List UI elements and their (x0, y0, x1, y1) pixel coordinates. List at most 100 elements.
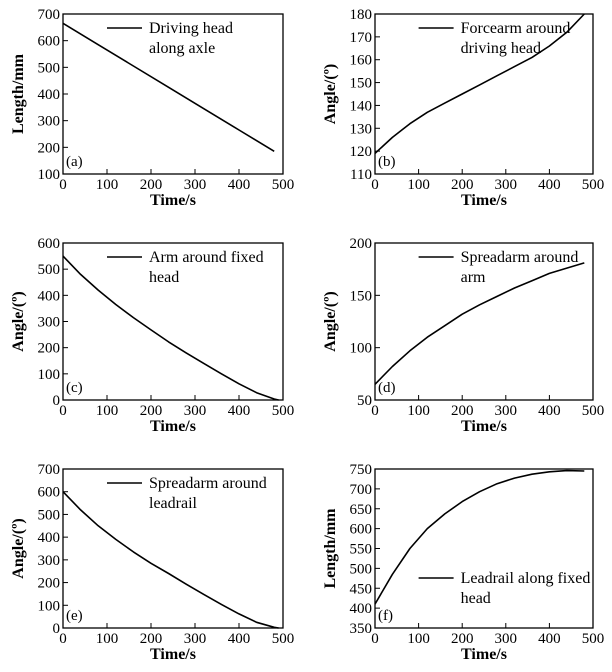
y-tick-label: 450 (350, 581, 373, 597)
x-tick-label: 200 (140, 631, 163, 647)
y-tick-label: 600 (38, 485, 61, 501)
y-tick-label: 180 (350, 7, 373, 23)
y-tick-label: 500 (38, 507, 61, 523)
x-axis-title: Time/s (150, 646, 196, 663)
y-tick-label: 200 (38, 341, 61, 357)
x-axis-title: Time/s (461, 192, 507, 209)
plot-frame (62, 242, 284, 401)
x-tick-label: 0 (371, 403, 379, 419)
panel-tag: (b) (378, 154, 396, 170)
y-axis-title: Angle/(º) (10, 291, 27, 351)
y-tick-label: 750 (350, 462, 373, 478)
plot-frame (374, 242, 594, 401)
x-tick-label: 300 (495, 177, 518, 193)
y-tick-label: 0 (53, 621, 61, 637)
y-tick-label: 100 (350, 341, 373, 357)
chart-panel-1: 0 100 200 300 400 500100200300400500600700Tim… (10, 7, 294, 209)
x-tick-label: 0 (371, 177, 379, 193)
y-tick-label: 170 (350, 30, 373, 46)
x-axis-title: Time/s (150, 418, 196, 435)
x-tick-label: 100 (96, 177, 119, 193)
chart-panel-6: 0 100 200 300 400 500 350 400 450 500 550 600 650 700… (322, 462, 604, 663)
series-line-1 (62, 255, 279, 401)
x-tick-label: 200 (140, 403, 163, 419)
x-tick-label: 400 (538, 403, 561, 419)
x-tick-label: 100 (407, 177, 430, 193)
series-line-1 (62, 491, 279, 629)
y-tick-label: 100 (38, 167, 61, 183)
y-tick-label: 400 (350, 601, 373, 617)
x-tick-label: 400 (538, 631, 561, 647)
y-tick-label: 500 (38, 262, 61, 278)
legend-entry-line-2: head (461, 590, 491, 607)
panel-tag: (e) (66, 608, 83, 624)
y-axis-title: Length/mm (322, 508, 339, 589)
y-tick-label: 50 (357, 393, 372, 409)
legend-entry-line-2: leadrail (149, 495, 198, 512)
legend-entry-line-1: Spreadarm around (149, 475, 267, 492)
chart-panel-3: 0 100 200 300 400 500 0 100 200 300 400 500 600 Time/… (10, 236, 294, 435)
y-tick-label: 200 (350, 236, 373, 252)
y-tick-label: 400 (38, 288, 61, 304)
x-tick-label: 500 (582, 177, 605, 193)
x-tick-label: 500 (272, 177, 295, 193)
chart-panel-4: 0 100 200 300 400 50050100150200Time/sAngle/(… (322, 236, 604, 435)
y-tick-label: 500 (350, 561, 373, 577)
y-tick-label: 600 (38, 34, 61, 50)
y-tick-label: 200 (38, 576, 61, 592)
y-tick-label: 120 (350, 144, 373, 160)
series-line-1 (374, 262, 585, 385)
y-axis-title: Length/mm (10, 53, 27, 134)
x-tick-label: 500 (582, 403, 605, 419)
plot-frame (62, 13, 284, 175)
legend-entry-line-1: Spreadarm around (461, 249, 579, 266)
y-tick-label: 700 (38, 462, 61, 478)
y-tick-label: 0 (53, 393, 61, 409)
series-line-1 (374, 13, 585, 154)
y-tick-label: 300 (38, 553, 61, 569)
x-tick-label: 300 (495, 403, 518, 419)
x-tick-label: 400 (228, 631, 251, 647)
y-tick-label: 400 (38, 530, 61, 546)
panel-tag: (f) (378, 608, 393, 624)
x-tick-label: 0 (371, 631, 379, 647)
legend-entry-line-1: Forcearm around (461, 20, 571, 37)
x-tick-label: 0 (59, 403, 67, 419)
y-tick-label: 300 (38, 315, 61, 331)
x-tick-label: 0 (59, 631, 67, 647)
y-tick-label: 140 (350, 98, 373, 114)
x-tick-label: 400 (228, 403, 251, 419)
x-tick-label: 100 (407, 403, 430, 419)
plot-frame (62, 468, 284, 629)
y-tick-label: 130 (350, 121, 373, 137)
legend-entry-line-2: driving head (461, 40, 541, 57)
y-tick-label: 500 (38, 60, 61, 76)
x-tick-label: 300 (184, 177, 207, 193)
y-axis-title: Angle/(º) (322, 291, 339, 351)
x-tick-label: 300 (184, 631, 207, 647)
x-tick-label: 400 (538, 177, 561, 193)
x-axis-title: Time/s (461, 418, 507, 435)
y-tick-label: 400 (38, 87, 61, 103)
y-axis-title: Angle/(º) (322, 64, 339, 124)
y-tick-label: 600 (38, 236, 61, 252)
chart-panel-5: 0 100 200 300 400 500 0 100 200 300 400 500 600 700 Ti… (10, 462, 294, 663)
y-tick-label: 350 (350, 621, 373, 637)
x-tick-label: 200 (451, 177, 474, 193)
y-tick-label: 150 (350, 288, 373, 304)
x-tick-label: 100 (96, 631, 119, 647)
legend-entry-line-2: head (149, 269, 179, 286)
x-axis-title: Time/s (461, 646, 507, 663)
x-tick-label: 100 (96, 403, 119, 419)
x-tick-label: 100 (407, 631, 430, 647)
y-tick-label: 550 (350, 542, 373, 558)
panel-tag: (d) (378, 380, 396, 396)
x-tick-label: 300 (184, 403, 207, 419)
legend-entry-line-1: Driving head (149, 20, 233, 37)
y-tick-label: 150 (350, 76, 373, 92)
x-tick-label: 500 (272, 403, 295, 419)
legend-entry-line-2: arm (461, 269, 486, 286)
y-tick-label: 300 (38, 114, 61, 130)
plot-frame (374, 13, 594, 175)
